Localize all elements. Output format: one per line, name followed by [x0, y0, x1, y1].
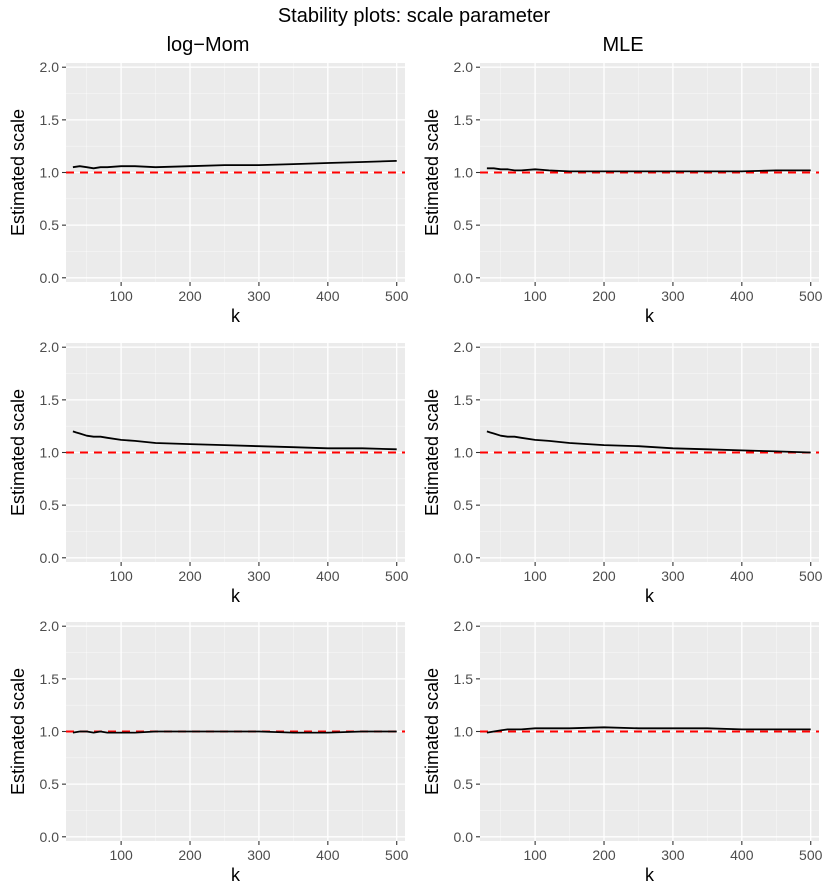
- x-axis-label: k: [231, 586, 241, 606]
- y-tick-label: 1.5: [454, 112, 474, 128]
- x-axis-label: k: [645, 306, 655, 326]
- x-tick-label: 300: [661, 847, 685, 863]
- series-line: [486, 167, 811, 173]
- x-tick-label: 100: [109, 568, 133, 584]
- x-tick-label: 100: [523, 847, 547, 863]
- y-tick-label: 1.0: [40, 724, 60, 740]
- series-line: [72, 730, 397, 734]
- y-tick-label: 2.0: [40, 618, 60, 634]
- panel-r1-mle: 0.0 0.5 1.0 1.5 2.0 100 200 300 400 500 k Estimated…: [422, 59, 823, 326]
- x-axis-label: k: [231, 306, 241, 326]
- y-tick-label: 0.5: [40, 217, 60, 233]
- x-tick-label: 500: [385, 568, 409, 584]
- y-tick-label: 1.5: [40, 671, 60, 687]
- x-tick-label: 200: [178, 568, 202, 584]
- y-tick-label: 2.0: [454, 59, 474, 75]
- x-tick-label: 100: [523, 288, 547, 304]
- x-tick-label: 100: [109, 288, 133, 304]
- x-tick-label: 100: [523, 568, 547, 584]
- y-tick-label: 0.0: [454, 550, 474, 566]
- panel-grid: 0.0 0.5 1.0 1.5 2.0 100 200 300 400 500 k Estimated…: [8, 59, 823, 885]
- y-tick-label: 2.0: [40, 339, 60, 355]
- x-tick-label: 400: [730, 288, 754, 304]
- column-title-mle: MLE: [602, 34, 643, 56]
- y-tick-label: 1.0: [454, 165, 474, 181]
- x-tick-label: 400: [730, 568, 754, 584]
- x-tick-label: 300: [247, 288, 271, 304]
- y-axis-label: Estimated scale: [8, 668, 28, 795]
- figure-title: Stability plots: scale parameter: [278, 5, 551, 27]
- y-tick-label: 1.0: [40, 445, 60, 461]
- x-tick-label: 500: [799, 568, 823, 584]
- series-line: [72, 160, 397, 170]
- y-tick-label: 1.5: [40, 392, 60, 408]
- x-tick-label: 500: [799, 847, 823, 863]
- x-tick-label: 200: [178, 847, 202, 863]
- series-line: [72, 430, 397, 451]
- y-tick-label: 0.5: [454, 776, 474, 792]
- x-tick-label: 200: [592, 847, 616, 863]
- y-tick-label: 2.0: [454, 339, 474, 355]
- y-tick-label: 0.5: [40, 776, 60, 792]
- x-tick-label: 300: [247, 847, 271, 863]
- y-tick-label: 1.0: [454, 724, 474, 740]
- y-tick-label: 1.5: [40, 112, 60, 128]
- y-tick-label: 0.0: [454, 270, 474, 286]
- x-axis-label: k: [645, 865, 655, 885]
- x-tick-label: 500: [385, 847, 409, 863]
- y-tick-label: 0.5: [454, 497, 474, 513]
- y-tick-label: 0.0: [40, 829, 60, 845]
- panel-r3-mle: 0.0 0.5 1.0 1.5 2.0 100 200 300 400 500 k Estimated…: [422, 618, 823, 885]
- x-tick-label: 200: [592, 568, 616, 584]
- x-tick-label: 300: [247, 568, 271, 584]
- y-tick-label: 1.0: [454, 445, 474, 461]
- y-axis-label: Estimated scale: [422, 389, 442, 516]
- y-axis-label: Estimated scale: [8, 389, 28, 516]
- x-axis-label: k: [231, 865, 241, 885]
- x-tick-label: 400: [730, 847, 754, 863]
- series-line: [486, 430, 811, 454]
- panel-r2-mle: 0.0 0.5 1.0 1.5 2.0 100 200 300 400 500 k Estimated…: [422, 339, 823, 606]
- y-tick-label: 0.0: [40, 270, 60, 286]
- y-tick-label: 2.0: [454, 618, 474, 634]
- x-axis-label: k: [645, 586, 655, 606]
- x-tick-label: 300: [661, 568, 685, 584]
- x-tick-label: 400: [316, 568, 340, 584]
- y-axis-label: Estimated scale: [8, 109, 28, 236]
- panel-r1-logmom: 0.0 0.5 1.0 1.5 2.0 100 200 300 400 500 k Estimated…: [8, 59, 409, 326]
- y-tick-label: 1.5: [454, 671, 474, 687]
- y-tick-label: 0.5: [454, 217, 474, 233]
- y-tick-label: 2.0: [40, 59, 60, 75]
- x-tick-label: 100: [109, 847, 133, 863]
- panel-r3-logmom: 0.0 0.5 1.0 1.5 2.0 100 200 300 400 500 k Estimated…: [8, 618, 409, 885]
- y-tick-label: 0.0: [40, 550, 60, 566]
- series-line: [486, 726, 811, 734]
- y-axis-label: Estimated scale: [422, 668, 442, 795]
- y-tick-label: 1.5: [454, 392, 474, 408]
- x-tick-label: 400: [316, 288, 340, 304]
- x-tick-label: 400: [316, 847, 340, 863]
- y-axis-label: Estimated scale: [422, 109, 442, 236]
- y-tick-label: 1.0: [40, 165, 60, 181]
- y-tick-label: 0.5: [40, 497, 60, 513]
- x-tick-label: 500: [799, 288, 823, 304]
- x-tick-label: 300: [661, 288, 685, 304]
- x-tick-label: 500: [385, 288, 409, 304]
- y-tick-label: 0.0: [454, 829, 474, 845]
- x-tick-label: 200: [178, 288, 202, 304]
- column-title-log-mom: log−Mom: [167, 34, 250, 56]
- panel-r2-logmom: 0.0 0.5 1.0 1.5 2.0 100 200 300 400 500 k Estimated…: [8, 339, 409, 606]
- x-tick-label: 200: [592, 288, 616, 304]
